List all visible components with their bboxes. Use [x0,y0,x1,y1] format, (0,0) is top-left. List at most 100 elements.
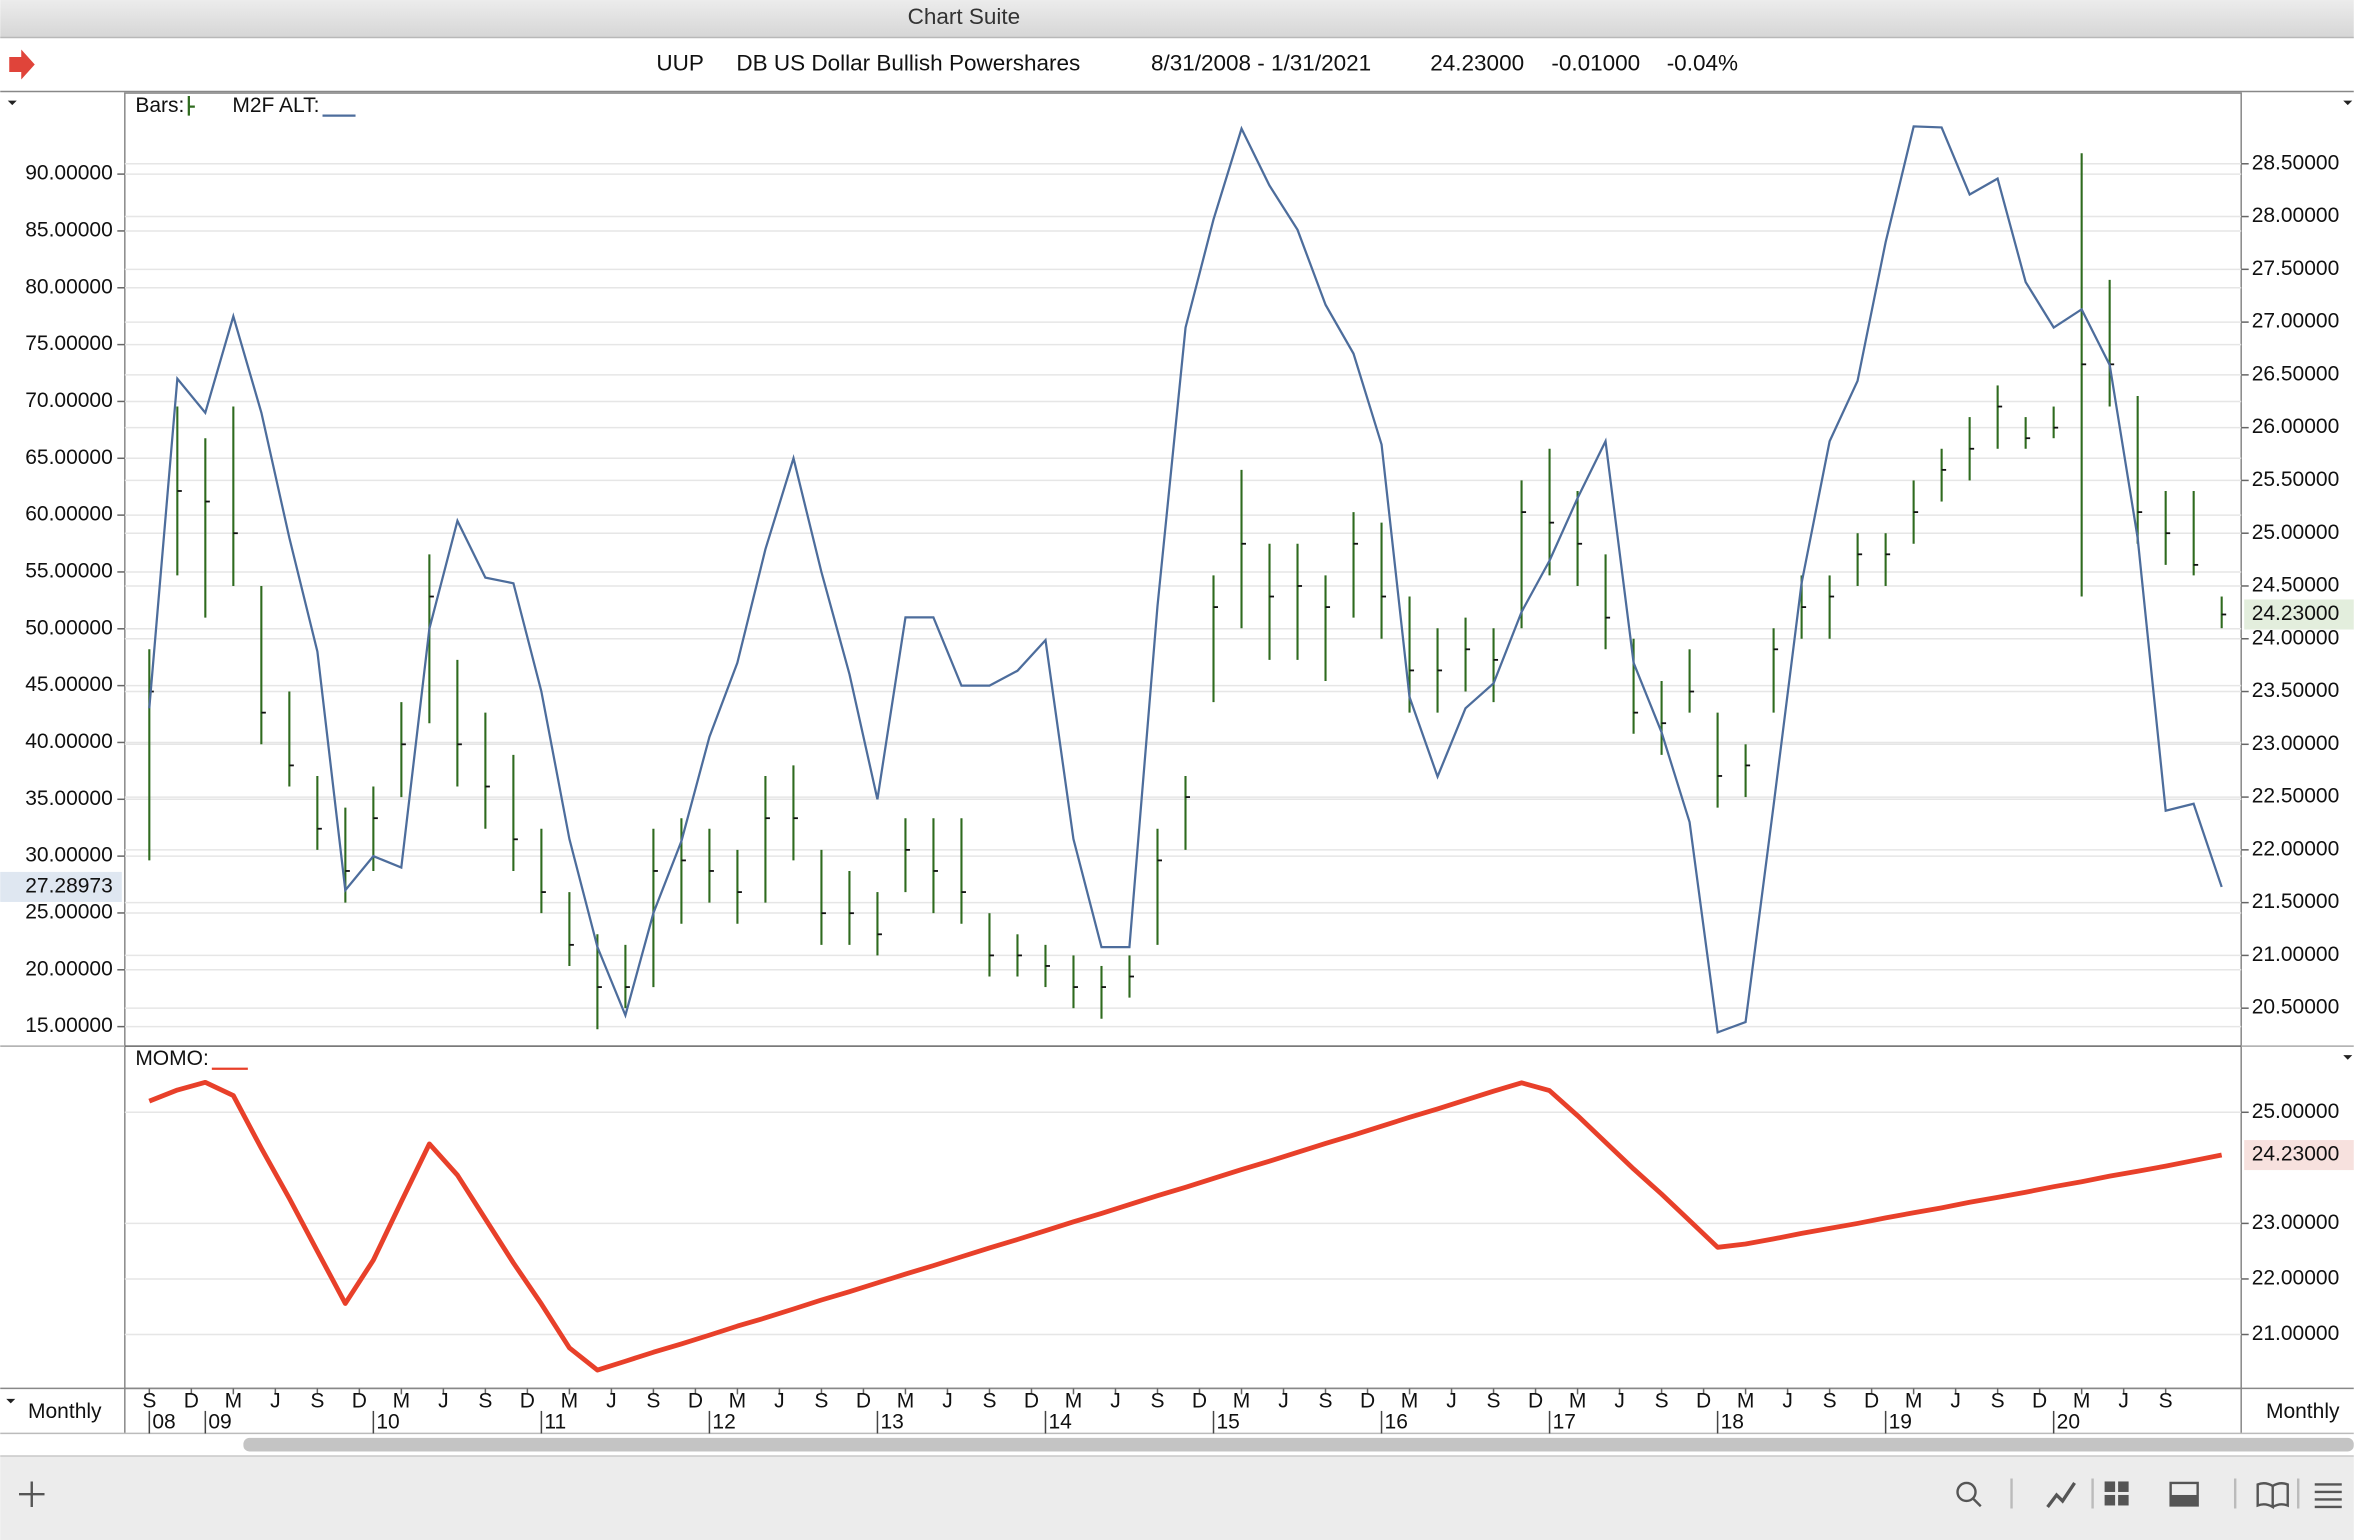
y-tick-label: 23.50000 [2252,679,2340,702]
x-tick-label: S [814,1389,828,1412]
x-year-label: 12 [712,1410,735,1433]
x-tick-label: M [393,1389,411,1412]
legend-label: Bars: [135,94,184,117]
x-tick-label: S [142,1389,156,1412]
window-title: Chart Suite [908,4,1021,29]
y-tick-label: 20.50000 [2252,996,2340,1019]
book-button[interactable] [2256,1482,2289,1510]
add-button[interactable] [18,1481,45,1507]
arrow-icon[interactable] [9,49,35,80]
y-tick-label: 26.50000 [2252,362,2340,385]
separator [2010,1478,2300,1509]
current-value-label-bg [0,871,122,902]
y-tick-label: 21.50000 [2252,890,2340,913]
x-year-label: 10 [376,1410,399,1433]
y-tick-label: 27.00000 [2252,310,2340,333]
menu-caret[interactable] [6,1398,16,1404]
x-tick-label: J [1110,1389,1121,1412]
x-tick-label: M [897,1389,915,1412]
y-tick-label: 23.00000 [2252,732,2340,755]
x-tick-label: S [1487,1389,1501,1412]
x-year-label: 11 [544,1410,566,1433]
current-value-label: 24.23000 [2252,1143,2340,1166]
x-tick-label: S [1150,1389,1164,1412]
y-tick-label: 25.00000 [2252,1100,2340,1123]
security-name: DB US Dollar Bullish Powershares [736,50,1080,75]
x-tick-label: J [2118,1389,2129,1412]
x-tick-label: M [1737,1389,1755,1412]
x-tick-label: M [1569,1389,1586,1412]
x-tick-label: M [729,1389,746,1412]
y-tick-label: 22.50000 [2252,785,2340,808]
x-tick-label: D [856,1389,871,1412]
draw-line-button[interactable] [2046,1482,2076,1508]
x-year-label: 19 [1889,1410,1912,1433]
x-tick-label: D [1864,1389,1879,1412]
y-tick-label: 40.00000 [25,730,113,753]
y-tick-label: 60.00000 [25,503,113,526]
x-tick-label: D [1024,1389,1039,1412]
x-tick-label: J [270,1389,281,1412]
x-tick-label: S [1655,1389,1669,1412]
panel-button-fill [2170,1494,2198,1506]
y-tick-label: 90.00000 [25,162,113,185]
x-tick-label: D [1696,1389,1711,1412]
x-tick-label: J [1278,1389,1289,1412]
change: -0.01000 [1551,50,1640,75]
scrollbar[interactable] [243,1437,2354,1452]
current-value-label: 27.28973 [25,874,113,897]
y-tick-label: 25.00000 [2252,521,2340,544]
x-tick-label: J [606,1389,617,1412]
x-tick-label: M [1401,1389,1419,1412]
x-tick-label: J [1950,1389,1961,1412]
y-tick-label: 85.00000 [25,218,113,241]
legend-label: MOMO: [135,1047,209,1070]
x-tick-label: J [774,1389,785,1412]
x-year-label: 08 [152,1410,175,1433]
y-tick-label: 50.00000 [25,616,113,639]
x-tick-label: M [1905,1389,1923,1412]
series-line [148,125,2223,1034]
x-tick-label: J [1446,1389,1457,1412]
y-tick-label: 21.00000 [2252,943,2340,966]
y-tick-label: 20.00000 [25,957,113,980]
current-value-label: 24.23000 [2252,602,2340,625]
y-tick-label: 22.00000 [2252,837,2340,860]
search-button[interactable] [1956,1481,1977,1503]
x-tick-label: S [1991,1389,2005,1412]
y-tick-label: 24.50000 [2252,574,2340,597]
period-right[interactable]: Monthly [2266,1400,2340,1423]
y-tick-label: 24.00000 [2252,626,2340,649]
y-tick-label: 28.50000 [2252,151,2340,174]
current-value-label-bg [2244,1140,2354,1171]
title-bar [0,0,2354,38]
x-year-label: 16 [1385,1410,1408,1433]
x-tick-label: S [478,1389,492,1412]
period-left[interactable]: Monthly [28,1400,102,1423]
x-tick-label: D [1192,1389,1207,1412]
x-tick-label: M [561,1389,579,1412]
grid-button[interactable] [2104,1481,2129,1506]
menu-caret[interactable] [7,100,17,106]
x-tick-label: M [1233,1389,1251,1412]
y-tick-label: 22.00000 [2252,1267,2340,1290]
x-tick-label: S [2159,1389,2173,1412]
menu-caret[interactable] [2343,100,2353,106]
x-tick-label: D [520,1389,535,1412]
y-tick-label: 21.00000 [2252,1322,2340,1345]
menu-caret[interactable] [2343,1055,2353,1060]
y-tick-label: 15.00000 [25,1014,113,1037]
x-tick-label: S [310,1389,324,1412]
x-tick-label: D [2032,1389,2047,1412]
x-year-label: 18 [1721,1410,1744,1433]
x-tick-label: M [2073,1389,2090,1412]
menu-button[interactable] [2314,1483,2342,1509]
search-handle [1972,1497,1982,1508]
legend-label: M2F ALT: [232,94,319,117]
x-tick-label: M [225,1389,243,1412]
legend-swatch [187,96,195,116]
y-tick-label: 25.50000 [2252,468,2340,491]
series-line [148,1079,2223,1373]
x-tick-label: S [1319,1389,1333,1412]
